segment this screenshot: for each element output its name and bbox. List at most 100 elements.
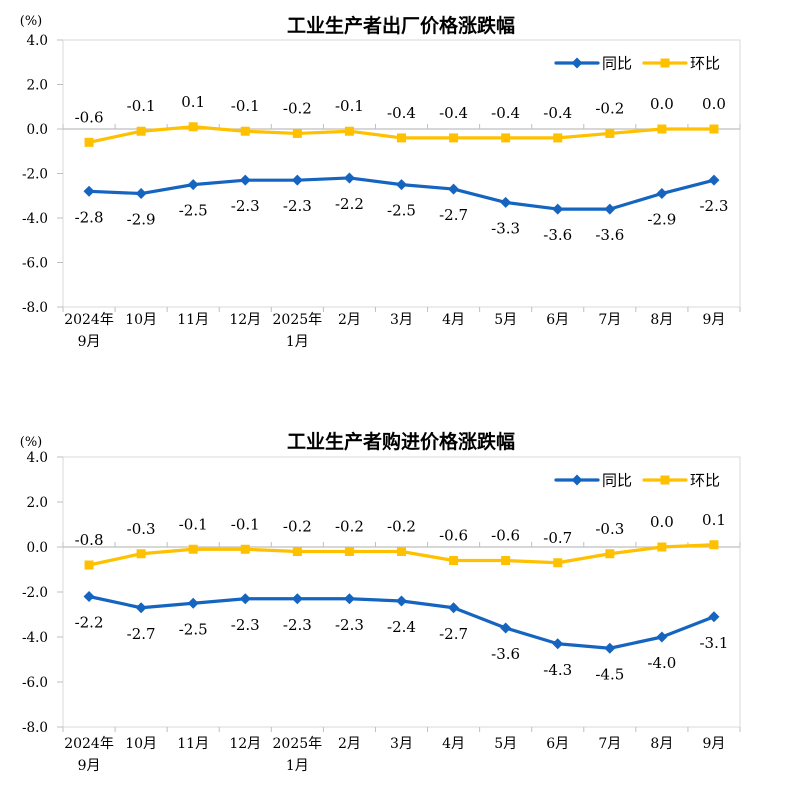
x-axis-label: 4月 (442, 312, 465, 328)
chart-title: 工业生产者出厂价格涨跌幅 (287, 14, 515, 37)
mom-marker (501, 556, 511, 565)
y-axis-tick-label: -4.0 (22, 630, 48, 646)
yoy-data-label: -4.5 (595, 665, 624, 683)
yoy-marker (396, 595, 407, 607)
legend-yoy-marker (571, 57, 583, 69)
yoy-data-label: -2.5 (179, 620, 208, 638)
x-axis-label: 1月 (286, 334, 309, 350)
x-axis-label: 2月 (338, 736, 361, 752)
yoy-data-label: -2.3 (283, 197, 312, 215)
mom-marker (605, 128, 615, 138)
yoy-data-label: -3.6 (491, 645, 520, 663)
y-axis-tick-label: 2.0 (27, 78, 48, 94)
mom-marker (136, 126, 146, 136)
mom-data-label: -0.1 (231, 97, 260, 115)
legend: 同比 环比 (554, 55, 720, 73)
mom-marker (553, 558, 563, 568)
legend-mom-label: 环比 (690, 55, 720, 73)
mom-marker (292, 128, 302, 138)
yoy-marker (343, 172, 355, 184)
mom-data-label: -0.4 (387, 104, 416, 122)
yoy-data-label: -2.3 (231, 197, 260, 215)
yoy-data-label: -2.3 (699, 197, 728, 215)
x-axis-label: 2024年 (64, 312, 114, 328)
yoy-marker (552, 638, 564, 650)
mom-marker (657, 542, 667, 552)
x-axis-label: 3月 (390, 736, 413, 752)
x-axis-label: 2024年 (64, 736, 114, 752)
y-axis-tick-label: 0.0 (27, 540, 48, 556)
yoy-data-label: -4.0 (647, 654, 676, 672)
chart-title: 工业生产者购进价格涨跌幅 (287, 430, 515, 453)
legend-mom-marker (660, 58, 670, 68)
yoy-marker (83, 185, 95, 197)
ppi-output-price-chart: (%) 工业生产者出厂价格涨跌幅 4.0 2.0 0.0 -2.0 -4.0 -6.0 -8… (20, 14, 741, 350)
yoy-marker (448, 602, 460, 614)
plot-border (62, 39, 741, 308)
yoy-marker (291, 593, 303, 605)
mom-marker (240, 544, 250, 554)
x-axis-label: 12月 (229, 312, 261, 328)
mom-data-label: -0.4 (491, 104, 520, 122)
yoy-marker (500, 196, 512, 208)
yoy-data-label: -3.6 (543, 226, 572, 244)
y-axis-tick-label: -6.0 (22, 256, 48, 272)
mom-data-label: -0.1 (335, 97, 364, 115)
x-axis-label: 7月 (598, 736, 621, 752)
mom-marker (397, 133, 406, 143)
legend-yoy-label: 同比 (602, 472, 632, 490)
y-axis-unit-label: (%) (20, 435, 43, 450)
yoy-data-label: -2.4 (387, 618, 416, 636)
legend-yoy-marker (571, 474, 583, 486)
yoy-data-label: -3.6 (595, 226, 624, 244)
plot-area: 4.0 2.0 0.0 -2.0 -4.0 -6.0 -8.0 2024年 9月 10月 11月 12… (22, 450, 741, 774)
mom-marker (449, 556, 459, 565)
yoy-data-label: -2.2 (75, 614, 104, 632)
mom-marker (188, 122, 198, 132)
y-axis-tick-label: -8.0 (22, 300, 48, 316)
y-axis-tick-label: -2.0 (22, 167, 48, 183)
yoy-marker (135, 602, 147, 614)
mom-data-label: 0.0 (650, 95, 674, 113)
mom-data-label: -0.8 (75, 531, 104, 549)
mom-marker (84, 137, 94, 147)
yoy-marker (135, 188, 147, 200)
x-axis-label: 9月 (78, 758, 101, 774)
yoy-marker (448, 183, 460, 195)
yoy-marker (396, 179, 407, 191)
y-axis-unit-label: (%) (20, 14, 43, 29)
mom-marker (188, 544, 198, 554)
mom-marker (657, 124, 667, 134)
mom-marker (136, 549, 146, 559)
x-axis-label: 10月 (125, 736, 157, 752)
y-axis-tick-label: -8.0 (22, 720, 48, 736)
mom-marker (397, 547, 406, 556)
yoy-data-label: -2.5 (179, 202, 208, 220)
yoy-data-label: -2.9 (127, 211, 156, 229)
x-axis-label: 6月 (546, 736, 569, 752)
y-axis-tick-label: 4.0 (27, 33, 48, 49)
mom-data-label: -0.4 (543, 104, 572, 122)
x-axis-label: 12月 (229, 736, 261, 752)
x-axis-label: 9月 (78, 334, 101, 350)
mom-data-label: -0.2 (335, 518, 364, 536)
mom-marker (84, 560, 94, 570)
mom-data-label: -0.2 (595, 99, 624, 117)
x-axis-label: 6月 (546, 312, 569, 328)
mom-data-label: -0.6 (491, 527, 520, 545)
yoy-data-label: -2.7 (439, 625, 468, 643)
yoy-marker (83, 591, 95, 602)
y-axis-tick-label: 4.0 (27, 450, 48, 466)
mom-data-label: -0.7 (543, 529, 572, 547)
yoy-marker (708, 611, 720, 623)
yoy-data-label: -2.5 (387, 202, 416, 220)
yoy-data-label: -3.3 (491, 219, 520, 237)
y-axis-tick-label: 2.0 (27, 495, 48, 511)
x-axis-label: 8月 (650, 312, 673, 328)
yoy-data-label: -2.3 (283, 616, 312, 634)
yoy-data-label: -3.1 (699, 634, 728, 652)
yoy-marker (552, 203, 564, 215)
yoy-marker (708, 174, 720, 186)
mom-data-label: -0.1 (127, 97, 156, 115)
